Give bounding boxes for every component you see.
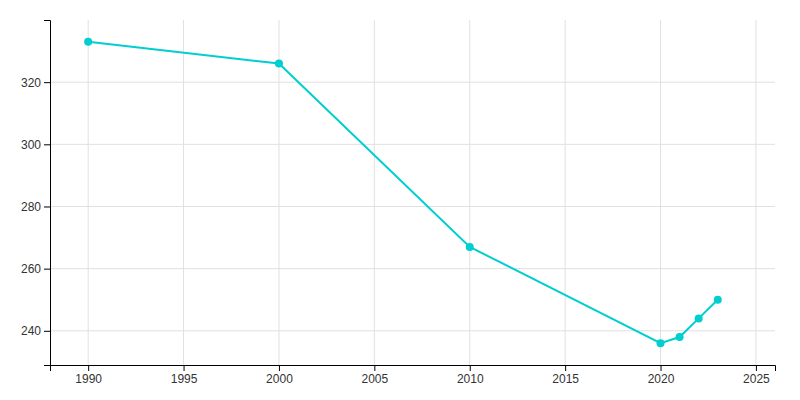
x-axis-tick-mark bbox=[661, 365, 662, 371]
y-axis-tick: 280 bbox=[21, 200, 50, 214]
y-axis-tick-label: 280 bbox=[21, 200, 41, 214]
x-axis-tick-label: 2020 bbox=[648, 372, 675, 386]
plot: 1990 1995 2000 2005 2010 2015 2020 2025 240 260 28… bbox=[21, 20, 776, 386]
y-axis: 240 260 280 300 320 bbox=[21, 21, 51, 366]
x-axis-tick-mark bbox=[279, 365, 280, 371]
y-axis-tick-label: 240 bbox=[21, 324, 41, 338]
y-axis-tick: 260 bbox=[21, 262, 50, 276]
grid-line-x bbox=[374, 20, 375, 365]
x-axis-tick: 1995 bbox=[171, 365, 198, 386]
y-axis-tick-label: 260 bbox=[21, 262, 41, 276]
grid-line-y bbox=[50, 82, 775, 83]
grid-line-x bbox=[469, 20, 470, 365]
x-axis-tick-mark bbox=[756, 365, 757, 371]
x-axis-tick-label: 2005 bbox=[361, 372, 388, 386]
grid-line-x bbox=[565, 20, 566, 365]
y-axis-tick-label: 300 bbox=[21, 138, 41, 152]
x-axis-tick: 2025 bbox=[743, 365, 770, 386]
grid-line-y bbox=[50, 144, 775, 145]
y-axis-tick-mark bbox=[44, 144, 50, 145]
grid-line-x bbox=[278, 20, 279, 365]
x-axis-tick: 2020 bbox=[648, 365, 675, 386]
x-axis-tick: 2005 bbox=[361, 365, 388, 386]
x-axis-tick-label: 2025 bbox=[743, 372, 770, 386]
x-axis-tick-mark bbox=[565, 365, 566, 371]
x-axis-tick-mark bbox=[470, 365, 471, 371]
point bbox=[695, 314, 703, 322]
x-axis-tick-label: 2015 bbox=[552, 372, 579, 386]
x-axis-tick-mark bbox=[374, 365, 375, 371]
point bbox=[84, 38, 92, 46]
x-axis: 1990 1995 2000 2005 2010 2015 2020 2025 bbox=[51, 365, 776, 386]
series bbox=[84, 38, 722, 347]
x-axis-tick: 2010 bbox=[457, 365, 484, 386]
grid-line-x bbox=[183, 20, 184, 365]
y-axis-tick-mark bbox=[44, 269, 50, 270]
y-axis-line bbox=[44, 21, 51, 366]
grid-line-y bbox=[50, 330, 775, 331]
x-axis-tick: 1990 bbox=[75, 365, 102, 386]
y-axis-tick: 320 bbox=[21, 76, 50, 90]
x-axis-tick: 2015 bbox=[552, 365, 579, 386]
x-axis-tick-label: 1990 bbox=[75, 372, 102, 386]
grid-line-y bbox=[50, 206, 775, 207]
y-axis-tick: 300 bbox=[21, 138, 50, 152]
point bbox=[466, 243, 474, 251]
point bbox=[657, 339, 665, 347]
chart: 1990 1995 2000 2005 2010 2015 2020 2025 240 260 28… bbox=[0, 0, 800, 400]
x-axis-tick-label: 2010 bbox=[457, 372, 484, 386]
x-axis-tick-label: 1995 bbox=[171, 372, 198, 386]
y-axis-tick-mark bbox=[44, 331, 50, 332]
grid-line-x bbox=[88, 20, 89, 365]
line bbox=[88, 42, 718, 343]
x-axis-line bbox=[51, 366, 776, 372]
grid-line-x bbox=[755, 20, 756, 365]
y-axis-tick: 240 bbox=[21, 324, 50, 338]
x-axis-tick: 2000 bbox=[266, 365, 293, 386]
x-axis-tick-mark bbox=[88, 365, 89, 371]
grid bbox=[50, 20, 775, 365]
point bbox=[676, 333, 684, 341]
grid-line-x bbox=[660, 20, 661, 365]
point bbox=[275, 60, 283, 68]
y-axis-tick-mark bbox=[44, 82, 50, 83]
point bbox=[714, 296, 722, 304]
x-axis-tick-label: 2000 bbox=[266, 372, 293, 386]
x-axis-tick-mark bbox=[184, 365, 185, 371]
grid-line-y bbox=[50, 268, 775, 269]
y-axis-tick-label: 320 bbox=[21, 76, 41, 90]
y-axis-tick-mark bbox=[44, 206, 50, 207]
